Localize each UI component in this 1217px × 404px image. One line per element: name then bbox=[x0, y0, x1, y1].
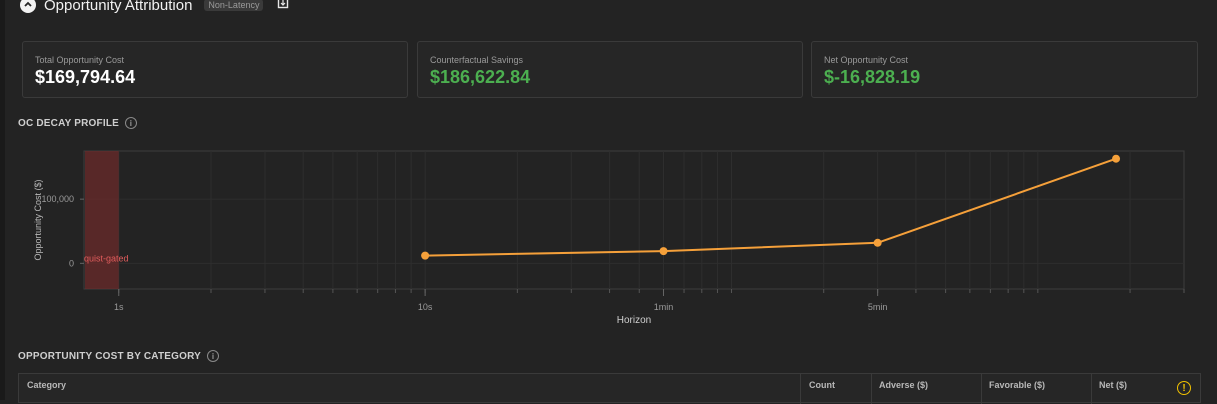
decay-section-title: OC DECAY PROFILE bbox=[18, 117, 119, 129]
y-axis-label: Opportunity Cost ($) bbox=[33, 179, 43, 260]
metric-card-counterfactual-savings: Counterfactual Savings $186,622.84 bbox=[417, 41, 803, 98]
column-header-net[interactable]: Net ($) bbox=[1099, 380, 1128, 390]
page-header: Opportunity Attribution Non-Latency bbox=[20, 0, 289, 16]
document-icon[interactable] bbox=[277, 0, 289, 14]
x-tick-label: 10s bbox=[418, 302, 433, 312]
column-divider bbox=[981, 374, 982, 404]
column-divider bbox=[800, 374, 801, 404]
page-title: Opportunity Attribution bbox=[44, 0, 193, 14]
y-tick-label: 100,000 bbox=[41, 194, 74, 204]
metric-value: $186,622.84 bbox=[430, 67, 531, 87]
x-tick-label: 1s bbox=[114, 302, 124, 312]
column-header-adverse[interactable]: Adverse ($) bbox=[879, 380, 929, 390]
oc-decay-chart: quist-gated 1s 10s 1min 5min 0 100,000 Horizon O… bbox=[33, 150, 1185, 326]
metric-value: $-16,828.19 bbox=[824, 67, 921, 87]
data-point bbox=[873, 238, 882, 247]
collapse-chevron-icon[interactable] bbox=[20, 0, 36, 13]
warning-icon[interactable]: ! bbox=[1177, 381, 1191, 395]
metric-label: Total Opportunity Cost bbox=[35, 55, 125, 65]
x-tick-label: 1min bbox=[654, 302, 674, 312]
column-header-favorable[interactable]: Favorable ($) bbox=[989, 380, 1046, 390]
data-point bbox=[659, 247, 668, 256]
info-icon[interactable]: i bbox=[207, 350, 220, 362]
category-section-title: OPPORTUNITY COST BY CATEGORY bbox=[18, 350, 202, 362]
metric-label: Net Opportunity Cost bbox=[824, 55, 909, 65]
plot-frame bbox=[83, 150, 1185, 290]
info-icon[interactable]: i bbox=[125, 117, 137, 129]
category-section-header: OPPORTUNITY COST BY CATEGORY i bbox=[18, 350, 220, 362]
metric-card-total-oc: Total Opportunity Cost $169,794.64 bbox=[22, 41, 408, 98]
column-header-count[interactable]: Count bbox=[809, 380, 835, 390]
metric-label: Counterfactual Savings bbox=[430, 55, 524, 65]
column-divider bbox=[1091, 374, 1092, 404]
decay-section-header: OC DECAY PROFILE i bbox=[18, 117, 137, 129]
highlight-band bbox=[85, 151, 119, 289]
series-line bbox=[425, 157, 1117, 257]
non-latency-tag: Non-Latency bbox=[204, 0, 264, 11]
x-axis-label: Horizon bbox=[617, 315, 651, 326]
column-divider bbox=[871, 374, 872, 404]
x-tick-label: 5min bbox=[868, 302, 888, 312]
metric-value: $169,794.64 bbox=[35, 67, 136, 87]
data-point bbox=[421, 251, 430, 260]
metric-card-net-oc: Net Opportunity Cost $-16,828.19 bbox=[811, 41, 1198, 98]
left-edge bbox=[0, 0, 5, 400]
highlight-band-label: quist-gated bbox=[84, 253, 129, 263]
data-point bbox=[1112, 154, 1121, 163]
category-table: Category Count Adverse ($) Favorable ($)… bbox=[18, 373, 1201, 404]
y-tick-label: 0 bbox=[69, 258, 74, 268]
column-header-category[interactable]: Category bbox=[27, 380, 67, 390]
